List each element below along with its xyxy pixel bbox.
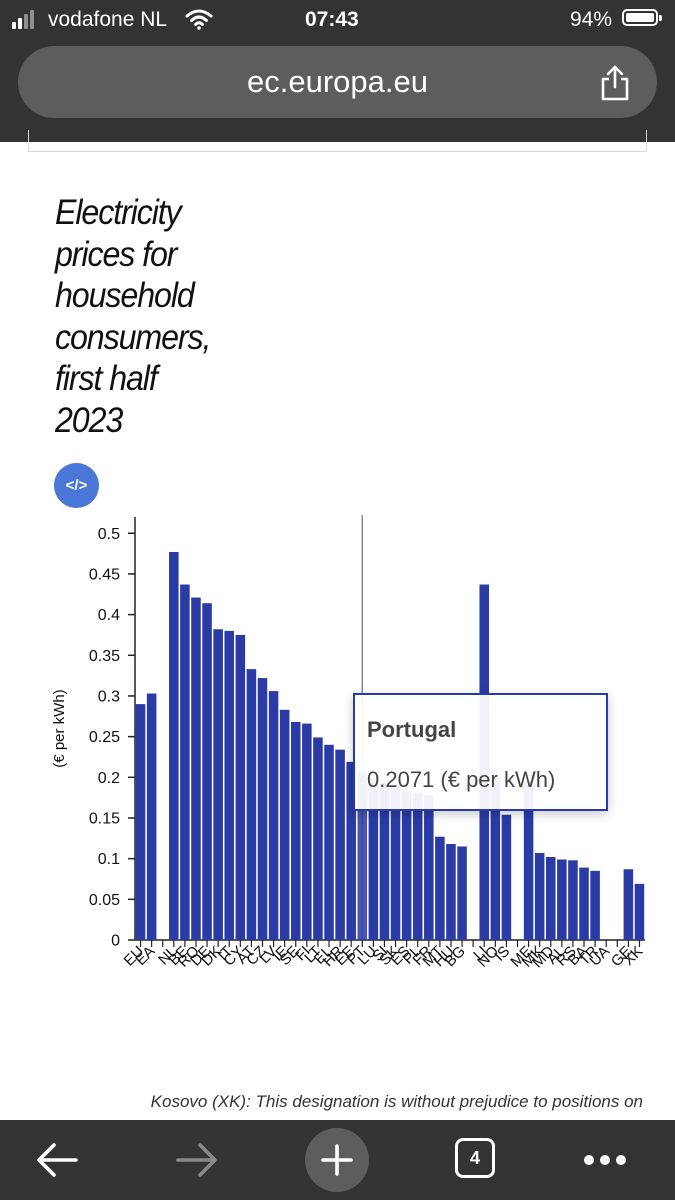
more-options-icon[interactable] [583, 1154, 627, 1166]
bar-no [490, 777, 501, 940]
status-bar: vodafone NL 07:43 94% ec.europa.eu [0, 0, 675, 142]
bar-nl [169, 551, 179, 940]
address-bar[interactable]: ec.europa.eu [18, 46, 657, 118]
bar-rs [568, 860, 578, 940]
embed-code-button[interactable]: </> [54, 463, 99, 508]
bar-xk [634, 883, 645, 940]
battery-percent: 94% [570, 8, 613, 31]
bar-se [290, 721, 301, 940]
wifi-icon [185, 9, 213, 30]
bar-si [379, 782, 390, 940]
chart-title: Electricity prices for household consume… [55, 192, 257, 441]
share-icon[interactable] [598, 64, 632, 102]
bar-pl [412, 792, 423, 940]
bar-md [545, 857, 556, 940]
bar-mt [435, 836, 445, 940]
browser-toolbar: 4 [0, 1120, 675, 1200]
bar-ie [279, 709, 290, 940]
bar-ba [579, 867, 589, 940]
new-tab-button[interactable] [305, 1128, 369, 1192]
forward-arrow-icon[interactable] [176, 1142, 218, 1178]
bar-ro [191, 597, 201, 940]
bar-lv [268, 691, 279, 940]
bar-ee [346, 761, 356, 940]
y-tick-label: 0.45 [89, 566, 120, 583]
bar-eu [135, 704, 146, 940]
battery-icon [622, 9, 662, 26]
y-axis-label: (€ per kWh) [51, 689, 68, 767]
y-tick-label: 0.15 [89, 810, 120, 827]
bar-lu [368, 778, 379, 940]
bar-el [324, 744, 334, 940]
tab-count-button[interactable]: 4 [455, 1138, 495, 1178]
url-text[interactable]: ec.europa.eu [247, 64, 428, 99]
bar-is [501, 814, 512, 940]
bar-fi [302, 723, 312, 940]
signal-strength-icon [12, 10, 34, 29]
bar-mk [534, 852, 545, 940]
bar-cy [235, 634, 246, 940]
bar-it [224, 630, 235, 940]
tooltip-value: 0.2071 (€ per kWh) [367, 767, 556, 792]
bar-sk [390, 785, 401, 940]
bar-bg [457, 846, 467, 940]
chart-tooltip: Portugal 0.2071 (€ per kWh) [353, 693, 608, 811]
y-tick-label: 0.05 [89, 892, 120, 909]
bar-lt [313, 737, 323, 940]
bar-hr [335, 749, 345, 940]
title-line: consumers, [55, 317, 211, 357]
y-tick-label: 0.35 [89, 648, 120, 665]
y-tick-label: 0.25 [89, 729, 120, 746]
bar-ea [146, 693, 157, 940]
bar-chart: 0 0.05 0.1 0.15 0.2 0.25 0.3 0.35 0.4 0.45 0.5 (€ p… [51, 515, 646, 971]
plus-icon [321, 1144, 353, 1176]
y-tick-label: 0 [111, 933, 120, 950]
bar-tr [590, 870, 600, 940]
bar-me [523, 781, 534, 940]
y-tick-label: 0.5 [98, 526, 120, 543]
footnote: Kosovo (XK): This designation is without… [150, 1092, 643, 1111]
y-tick-label: 0.1 [98, 851, 120, 868]
back-arrow-icon[interactable] [36, 1142, 78, 1178]
bar-es [401, 791, 412, 940]
title-line: Electricity [55, 193, 182, 232]
clock: 07:43 [305, 8, 359, 31]
y-tick-label: 0.2 [98, 770, 120, 787]
bar-de [202, 603, 212, 940]
y-tick-label: 0.4 [98, 607, 120, 624]
content-frame-edge [28, 130, 647, 152]
y-tick-label: 0.3 [98, 688, 120, 705]
bar-ge [623, 869, 634, 940]
bar-at [246, 669, 257, 940]
tooltip-country: Portugal [367, 717, 457, 742]
carrier-name: vodafone NL [48, 8, 168, 31]
title-line: household [55, 276, 195, 315]
title-line: 2023 [55, 400, 123, 440]
bar-fr [424, 795, 434, 940]
bar-al [557, 859, 567, 940]
bar-cz [257, 678, 268, 940]
bar-dk [213, 629, 223, 940]
bar-hu [446, 844, 456, 940]
title-line: prices for [55, 234, 177, 274]
title-line: first half [55, 359, 158, 398]
bar-be [180, 584, 190, 940]
bar-pt [357, 771, 368, 940]
